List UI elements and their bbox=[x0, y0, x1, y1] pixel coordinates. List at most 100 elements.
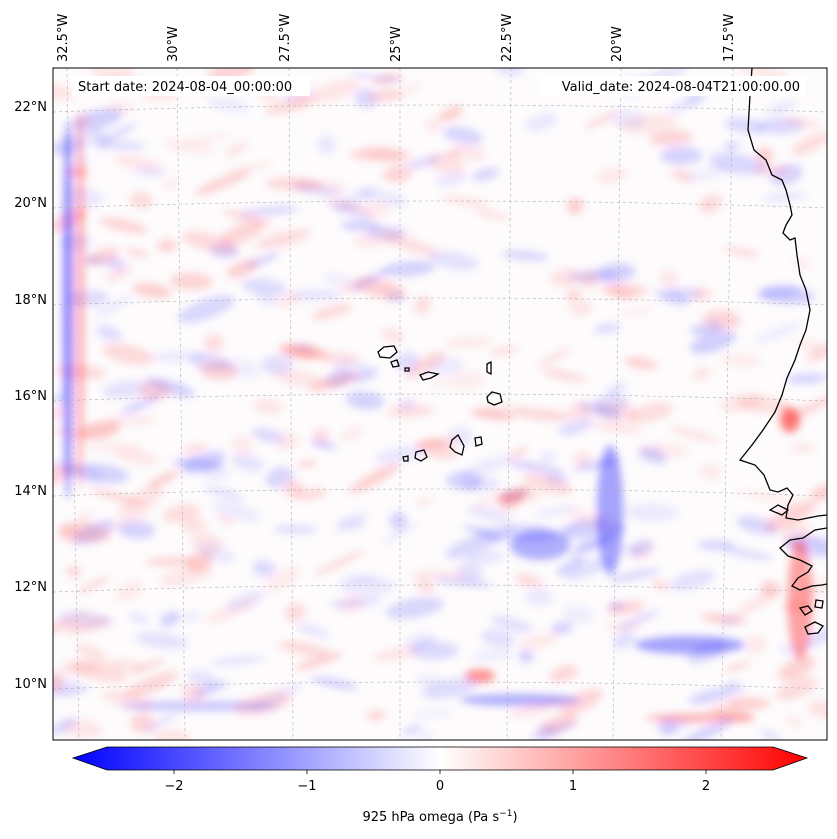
omega-blob bbox=[690, 322, 724, 336]
omega-blob bbox=[348, 73, 406, 83]
lon-label-30w: 30°W bbox=[166, 26, 181, 62]
colorbar-ticklabel-m2: −2 bbox=[164, 779, 183, 794]
omega-blob bbox=[256, 293, 280, 306]
omega-blob bbox=[600, 283, 648, 297]
omega-blob bbox=[506, 447, 529, 460]
omega-blob bbox=[620, 306, 654, 318]
omega-blob bbox=[206, 97, 251, 113]
island-sal bbox=[486, 360, 492, 376]
colorbar-label-main: 925 hPa omega (Pa s bbox=[362, 810, 499, 825]
omega-blob bbox=[427, 250, 479, 271]
omega-blob bbox=[130, 658, 166, 674]
omega-blob bbox=[724, 117, 766, 134]
omega-blob bbox=[133, 168, 167, 176]
omega-blob bbox=[211, 500, 260, 523]
omega-blob bbox=[162, 177, 179, 190]
omega-blob bbox=[132, 282, 172, 299]
omega-blob bbox=[276, 432, 299, 451]
omega-blob bbox=[90, 488, 147, 506]
omega-blob bbox=[284, 480, 303, 498]
omega-blob bbox=[297, 460, 318, 468]
omega-blob bbox=[669, 570, 716, 591]
omega-blob bbox=[106, 509, 153, 530]
valid-date-label: Valid_date: 2024-08-04T21:00:00.00 bbox=[562, 80, 800, 95]
omega-blob bbox=[113, 155, 163, 170]
omega-feature bbox=[597, 445, 623, 575]
omega-blob bbox=[416, 673, 442, 689]
omega-blob bbox=[184, 132, 234, 145]
omega-blob bbox=[723, 547, 774, 561]
omega-blob bbox=[624, 357, 658, 370]
coastlines bbox=[738, 68, 827, 635]
omega-blob bbox=[308, 372, 360, 392]
omega-blob bbox=[340, 425, 364, 442]
parallel-line bbox=[53, 681, 827, 690]
meridian-line bbox=[288, 68, 294, 740]
omega-blob bbox=[412, 710, 453, 718]
omega-blob bbox=[785, 373, 827, 385]
omega-blob bbox=[87, 68, 137, 76]
omega-blob bbox=[103, 141, 147, 151]
parallel-line bbox=[53, 200, 827, 209]
omega-blob bbox=[668, 426, 720, 443]
omega-blob bbox=[242, 278, 287, 297]
omega-blob bbox=[440, 195, 491, 208]
omega-blob bbox=[310, 303, 353, 320]
omega-blob bbox=[689, 330, 737, 354]
omega-blob bbox=[145, 556, 197, 567]
omega-blob bbox=[102, 380, 149, 399]
omega-blob bbox=[764, 500, 816, 532]
omega-blob bbox=[352, 368, 379, 383]
omega-blob bbox=[589, 422, 644, 433]
omega-blob bbox=[128, 613, 150, 624]
omega-blob bbox=[113, 447, 160, 466]
omega-blob bbox=[434, 577, 493, 587]
omega-blob bbox=[53, 685, 90, 696]
colorbar-ticklabel-m1: −1 bbox=[297, 779, 316, 794]
lat-lon-gridlines bbox=[53, 68, 827, 740]
omega-blob bbox=[585, 111, 618, 130]
omega-blob bbox=[501, 250, 549, 261]
omega-blob bbox=[252, 560, 276, 578]
omega-blob bbox=[536, 348, 571, 367]
omega-blob bbox=[558, 417, 593, 436]
lon-label-22-5w: 22.5°W bbox=[500, 14, 515, 62]
omega-blob bbox=[359, 187, 408, 207]
bijagos-islands bbox=[798, 599, 824, 635]
omega-blob bbox=[684, 164, 731, 183]
omega-blob bbox=[550, 268, 582, 287]
omega-blob bbox=[117, 520, 156, 539]
omega-blob bbox=[725, 680, 744, 696]
omega-blob bbox=[562, 604, 594, 625]
omega-feature bbox=[510, 530, 570, 560]
omega-blob bbox=[404, 351, 446, 379]
omega-blob bbox=[609, 568, 661, 583]
omega-blob bbox=[157, 239, 177, 253]
omega-blob bbox=[239, 206, 299, 217]
omega-blob bbox=[283, 345, 330, 359]
omega-feature bbox=[787, 540, 813, 660]
omega-blob bbox=[209, 656, 265, 666]
meridian-line bbox=[506, 68, 512, 740]
omega-blob bbox=[117, 486, 165, 517]
omega-blob bbox=[277, 291, 300, 309]
lon-label-17-5w: 17.5°W bbox=[722, 14, 737, 62]
omega-blob bbox=[697, 540, 736, 551]
island-santa-luzia bbox=[404, 367, 410, 372]
omega-blob bbox=[284, 603, 306, 622]
omega-feature bbox=[460, 694, 580, 706]
omega-blob bbox=[688, 687, 733, 705]
omega-blob bbox=[753, 322, 803, 344]
omega-blob bbox=[94, 295, 134, 317]
omega-blob bbox=[217, 514, 235, 526]
africa-coastline bbox=[738, 68, 827, 521]
omega-blob bbox=[467, 506, 514, 522]
omega-blob bbox=[692, 366, 711, 380]
omega-blob bbox=[765, 100, 796, 116]
omega-blob bbox=[738, 490, 796, 504]
omega-blob bbox=[807, 342, 827, 362]
omega-blob bbox=[659, 269, 679, 287]
omega-blob bbox=[381, 260, 436, 277]
omega-blob bbox=[597, 263, 636, 283]
omega-blob bbox=[470, 409, 517, 421]
